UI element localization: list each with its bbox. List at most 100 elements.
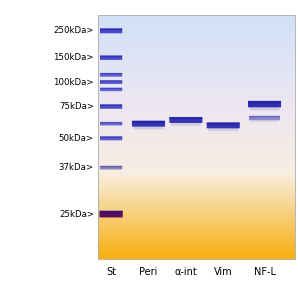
Bar — [98, 111, 295, 112]
Bar — [98, 167, 295, 168]
Text: NF-L: NF-L — [254, 267, 276, 277]
Bar — [98, 40, 295, 41]
Bar — [98, 179, 295, 180]
Bar — [98, 189, 295, 190]
Text: 37kDa>: 37kDa> — [59, 163, 94, 172]
Bar — [98, 35, 295, 36]
Bar — [98, 61, 295, 62]
Bar — [98, 107, 295, 108]
FancyBboxPatch shape — [100, 122, 122, 123]
Bar — [98, 257, 295, 258]
Bar — [98, 138, 295, 139]
Bar — [98, 118, 295, 119]
Bar — [98, 165, 295, 166]
Bar — [98, 256, 295, 257]
Bar — [98, 50, 295, 51]
Bar — [98, 51, 295, 52]
Bar — [98, 245, 295, 246]
Bar — [98, 195, 295, 196]
Bar — [98, 71, 295, 72]
Bar — [98, 88, 295, 89]
Bar — [98, 166, 295, 167]
Bar — [98, 72, 295, 73]
Bar — [98, 223, 295, 224]
Bar — [98, 194, 295, 195]
Bar — [98, 70, 295, 71]
Bar — [98, 79, 295, 80]
Bar — [98, 27, 295, 28]
Bar — [98, 203, 295, 204]
Bar — [98, 100, 295, 101]
Bar — [98, 128, 295, 129]
Bar — [98, 233, 295, 234]
Bar — [98, 139, 295, 140]
Bar — [98, 216, 295, 217]
Bar — [98, 242, 295, 243]
Bar — [98, 147, 295, 148]
Bar — [98, 16, 295, 17]
Bar — [98, 93, 295, 94]
FancyBboxPatch shape — [132, 121, 165, 123]
Bar — [98, 221, 295, 222]
Bar — [98, 143, 295, 144]
Bar — [98, 156, 295, 157]
Bar — [98, 170, 295, 171]
Bar — [98, 87, 295, 88]
Bar — [98, 178, 295, 179]
Bar — [98, 112, 295, 113]
Bar — [98, 130, 295, 131]
Bar — [98, 26, 295, 27]
Bar — [98, 229, 295, 230]
FancyBboxPatch shape — [100, 104, 122, 109]
Bar — [98, 181, 295, 182]
Bar — [98, 44, 295, 45]
Bar — [98, 227, 295, 228]
Bar — [98, 30, 295, 31]
Bar — [98, 253, 295, 254]
Bar — [98, 120, 295, 121]
Bar — [98, 140, 295, 141]
Bar — [98, 225, 295, 226]
Bar — [98, 148, 295, 149]
Bar — [98, 129, 295, 130]
Bar — [98, 23, 295, 24]
Bar — [98, 49, 295, 50]
FancyBboxPatch shape — [170, 117, 202, 119]
Bar — [98, 95, 295, 96]
FancyBboxPatch shape — [100, 56, 122, 57]
Bar — [98, 212, 295, 213]
Bar — [98, 98, 295, 99]
FancyBboxPatch shape — [248, 101, 281, 103]
Bar — [98, 77, 295, 78]
Bar — [98, 52, 295, 53]
Bar — [98, 220, 295, 221]
Bar — [98, 76, 295, 77]
FancyBboxPatch shape — [100, 28, 122, 33]
Bar — [98, 155, 295, 156]
Bar — [98, 175, 295, 176]
Bar — [98, 117, 295, 118]
Bar — [98, 66, 295, 67]
FancyBboxPatch shape — [169, 117, 202, 123]
Bar — [98, 38, 295, 39]
Bar — [98, 145, 295, 146]
Bar — [98, 235, 295, 236]
Bar — [98, 53, 295, 54]
Bar — [98, 116, 295, 117]
Bar — [98, 96, 295, 97]
FancyBboxPatch shape — [100, 166, 122, 170]
Bar — [98, 174, 295, 175]
Bar — [98, 63, 295, 64]
Bar — [98, 32, 295, 33]
Bar — [98, 158, 295, 159]
Bar — [98, 200, 295, 201]
Bar — [98, 122, 295, 123]
Bar — [98, 202, 295, 203]
Bar — [98, 39, 295, 40]
Bar — [98, 42, 295, 43]
Bar — [98, 83, 295, 84]
Bar — [98, 33, 295, 34]
Bar — [98, 17, 295, 18]
Bar — [98, 45, 295, 46]
FancyBboxPatch shape — [100, 29, 122, 30]
